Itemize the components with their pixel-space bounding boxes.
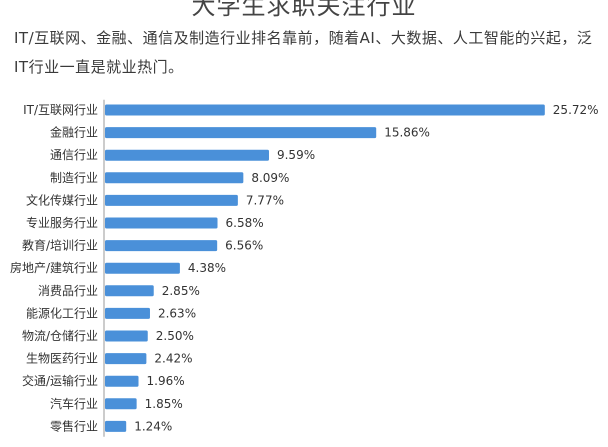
bar bbox=[105, 398, 137, 410]
bar bbox=[105, 353, 147, 365]
chart-subtitle: IT/互联网、金融、通信及制造行业排名靠前，随着AI、大数据、人工智能的兴起，泛… bbox=[14, 29, 593, 76]
value-label: 6.56% bbox=[225, 239, 263, 253]
bar bbox=[105, 330, 148, 342]
category-label: 汽车行业 bbox=[50, 396, 98, 411]
bar bbox=[105, 420, 127, 432]
value-label: 4.38% bbox=[188, 261, 226, 275]
category-label: 文化传媒行业 bbox=[26, 192, 98, 207]
value-label: 2.50% bbox=[156, 329, 194, 343]
bars-layer bbox=[105, 104, 545, 432]
value-label: 9.59% bbox=[277, 148, 315, 162]
category-label: 专业服务行业 bbox=[26, 215, 98, 230]
value-label: 2.42% bbox=[154, 352, 192, 366]
value-label: 1.96% bbox=[147, 374, 185, 388]
labels-layer: IT/互联网行业 25.72% 金融行业 15.86% 通信行业 9.59% 制造行业 8.0… bbox=[10, 103, 599, 433]
bar bbox=[105, 240, 218, 252]
category-label: 制造行业 bbox=[50, 171, 98, 185]
category-label: 教育/培训行业 bbox=[22, 238, 98, 253]
value-label: 7.77% bbox=[246, 193, 284, 207]
category-label: 能源化工行业 bbox=[26, 306, 98, 320]
bar bbox=[105, 375, 139, 387]
bar bbox=[105, 172, 244, 184]
category-label: IT/互联网行业 bbox=[23, 103, 98, 117]
category-label: 房地产/建筑行业 bbox=[10, 260, 98, 275]
value-label: 8.09% bbox=[251, 171, 289, 185]
bar bbox=[105, 127, 377, 139]
category-label: 物流/仓储行业 bbox=[22, 328, 98, 343]
bar bbox=[105, 149, 269, 161]
value-label: 2.63% bbox=[158, 306, 196, 320]
bar bbox=[105, 285, 154, 297]
value-label: 25.72% bbox=[553, 103, 599, 117]
category-label: 交通/运输行业 bbox=[22, 373, 98, 388]
bar bbox=[105, 217, 218, 229]
bar bbox=[105, 194, 238, 206]
category-label: 金融行业 bbox=[50, 125, 98, 140]
value-label: 6.58% bbox=[226, 216, 264, 230]
bar bbox=[105, 104, 545, 116]
category-label: 生物医药行业 bbox=[26, 352, 98, 366]
chart-title: 大学生求职关注行业 bbox=[191, 0, 417, 20]
category-label: 消费品行业 bbox=[38, 284, 98, 298]
value-label: 15.86% bbox=[384, 126, 430, 140]
value-label: 1.85% bbox=[145, 397, 183, 411]
category-label: 零售行业 bbox=[50, 418, 98, 433]
category-label: 通信行业 bbox=[50, 148, 98, 162]
value-label: 1.24% bbox=[134, 419, 172, 433]
value-label: 2.85% bbox=[162, 284, 200, 298]
bar bbox=[105, 307, 150, 319]
bar bbox=[105, 262, 180, 274]
